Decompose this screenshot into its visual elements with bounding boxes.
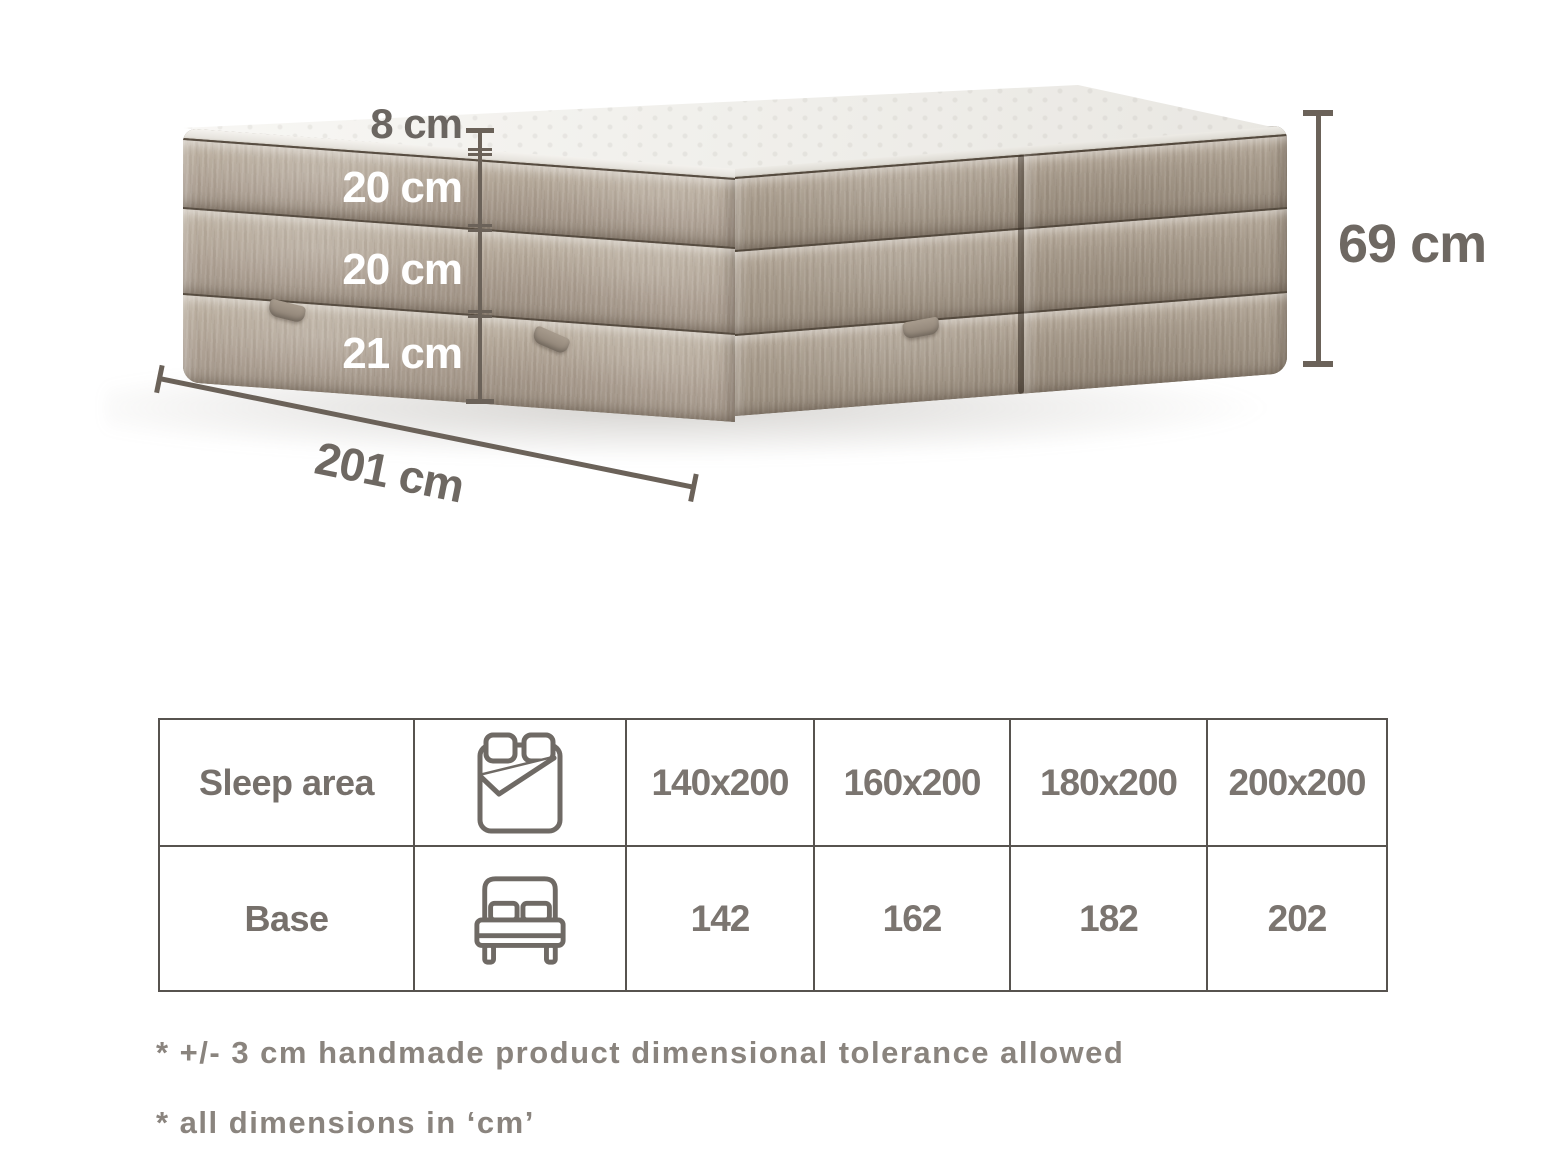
seam-highlight — [1024, 153, 1038, 394]
ruler-tick — [468, 224, 492, 227]
footnote-tolerance: * +/- 3 cm handmade product dimensional … — [156, 1035, 1125, 1070]
base-size: 162 — [813, 845, 1009, 990]
base-size: 142 — [625, 845, 813, 990]
mattress-top-view-icon — [477, 732, 563, 833]
base-size: 182 — [1009, 845, 1206, 990]
ruler-tick — [468, 153, 492, 156]
ruler-cap — [1303, 110, 1333, 116]
layer-height-label: 20 cm — [342, 245, 463, 294]
spec-row-label: Base — [160, 845, 413, 990]
footnote-units: * all dimensions in ‘cm’ — [156, 1105, 535, 1140]
total-height-label: 69 cm — [1338, 214, 1487, 274]
ruler-cap — [466, 399, 494, 404]
sleep-area-size: 160x200 — [813, 720, 1009, 845]
sleep-area-size: 140x200 — [625, 720, 813, 845]
ruler-tick — [468, 315, 492, 318]
ruler-cap — [466, 128, 494, 133]
ruler-tick — [468, 148, 492, 151]
ruler-tick — [468, 310, 492, 313]
size-spec-table: Sleep area 140x200 160x200 180x200 200x2… — [158, 718, 1388, 992]
ruler-line — [478, 130, 482, 402]
spec-row-label: Sleep area — [198, 761, 375, 803]
spec-icon-cell — [413, 720, 625, 845]
sleep-area-size: 180x200 — [1009, 720, 1206, 845]
ruler-tick — [468, 229, 492, 232]
sleep-area-size: 200x200 — [1206, 720, 1386, 845]
layer-height-label: 20 cm — [342, 163, 463, 212]
bed-side-face — [735, 125, 1287, 416]
spec-icon-cell — [413, 845, 625, 990]
layer-height-label: 21 cm — [342, 329, 463, 378]
bed-front-view-icon — [474, 875, 566, 965]
ruler-cap — [1303, 361, 1333, 367]
ruler-line — [1316, 112, 1321, 365]
topper-height-label: 8 cm — [370, 100, 463, 147]
base-size: 202 — [1206, 845, 1386, 990]
ruler-cap — [688, 473, 699, 502]
